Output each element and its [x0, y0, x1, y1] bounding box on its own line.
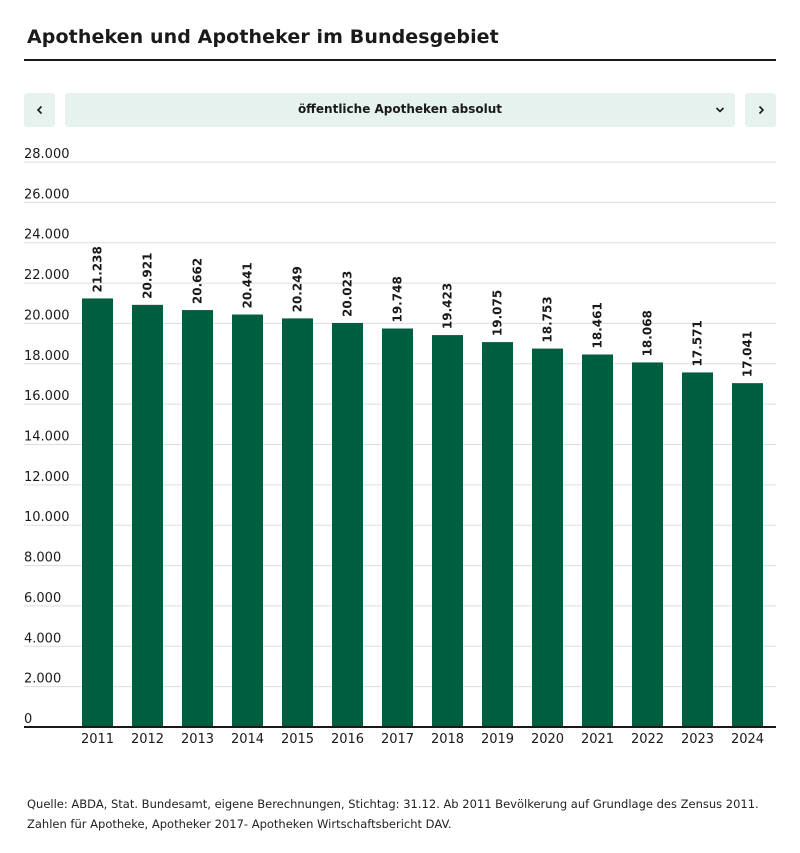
y-tick-label: 6.000 [24, 591, 61, 606]
bar [632, 362, 663, 727]
y-tick-label: 8.000 [24, 551, 61, 566]
x-tick-label: 2013 [181, 732, 214, 747]
y-tick-label: 24.000 [24, 228, 70, 243]
y-tick-label: 10.000 [24, 510, 70, 525]
x-tick-label: 2012 [131, 732, 164, 747]
y-tick-label: 2.000 [24, 672, 61, 687]
bar-value-label: 20.441 [241, 262, 255, 308]
x-tick-label: 2019 [481, 732, 514, 747]
page-title: Apotheken und Apotheker im Bundesgebiet [27, 26, 499, 48]
y-tick-label: 18.000 [24, 349, 70, 364]
bar-value-label: 20.023 [341, 271, 355, 317]
x-tick-label: 2022 [631, 732, 664, 747]
bar [732, 383, 763, 727]
bar-value-label: 19.423 [441, 283, 455, 329]
y-tick-label: 20.000 [24, 308, 70, 323]
previous-button[interactable] [24, 93, 55, 127]
bar-value-label: 19.748 [391, 276, 405, 322]
bar-value-label: 17.041 [741, 331, 755, 377]
x-tick-label: 2017 [381, 732, 414, 747]
x-tick-label: 2024 [731, 732, 764, 747]
bar [282, 318, 313, 727]
chevron-down-icon [715, 107, 725, 113]
bar-value-label: 19.075 [491, 290, 505, 336]
bar [582, 354, 613, 727]
y-tick-label: 26.000 [24, 187, 70, 202]
bar [232, 314, 263, 727]
bar-value-label: 20.249 [291, 266, 305, 312]
bar-value-label: 20.921 [141, 253, 155, 299]
bar [432, 335, 463, 727]
bar [132, 304, 163, 727]
y-tick-label: 4.000 [24, 631, 61, 646]
bar [382, 328, 413, 727]
bar-value-label: 17.571 [691, 320, 705, 366]
chart-selector-dropdown[interactable]: öffentliche Apotheken absolut [65, 93, 735, 127]
x-tick-label: 2011 [81, 732, 114, 747]
bar [682, 372, 713, 727]
title-divider [24, 59, 776, 61]
x-tick-label: 2020 [531, 732, 564, 747]
bar-value-label: 20.662 [191, 258, 205, 304]
bar [532, 348, 563, 727]
source-note-line-1: Quelle: ABDA, Stat. Bundesamt, eigene Be… [27, 797, 759, 811]
x-tick-label: 2014 [231, 732, 264, 747]
chevron-right-icon [758, 105, 764, 115]
bar-value-label: 18.068 [641, 310, 655, 356]
bar-chart: 0 2.000 4.000 6.000 8.000 10.000 12.000 14.000 1… [24, 147, 776, 747]
bar [332, 322, 363, 727]
bar [182, 310, 213, 727]
source-note: Quelle: ABDA, Stat. Bundesamt, eigene Be… [27, 794, 759, 834]
y-tick-label: 0 [24, 712, 32, 727]
y-tick-label: 16.000 [24, 389, 70, 404]
y-tick-label: 14.000 [24, 430, 70, 445]
source-note-line-2: Zahlen für Apotheke, Apotheker 2017- Apo… [27, 817, 452, 831]
bar-value-label: 18.753 [541, 296, 555, 342]
x-tick-label: 2016 [331, 732, 364, 747]
y-tick-label: 12.000 [24, 470, 70, 485]
bar [82, 298, 113, 727]
x-tick-label: 2023 [681, 732, 714, 747]
bar-value-label: 21.238 [91, 246, 105, 292]
chevron-left-icon [36, 105, 42, 115]
bar-value-label: 18.461 [591, 302, 605, 348]
y-tick-label: 22.000 [24, 268, 70, 283]
y-tick-label: 28.000 [24, 147, 70, 162]
x-tick-label: 2015 [281, 732, 314, 747]
x-tick-label: 2018 [431, 732, 464, 747]
next-button[interactable] [745, 93, 776, 127]
bar [482, 342, 513, 727]
x-tick-label: 2021 [581, 732, 614, 747]
chart-selector-label: öffentliche Apotheken absolut [297, 102, 503, 116]
